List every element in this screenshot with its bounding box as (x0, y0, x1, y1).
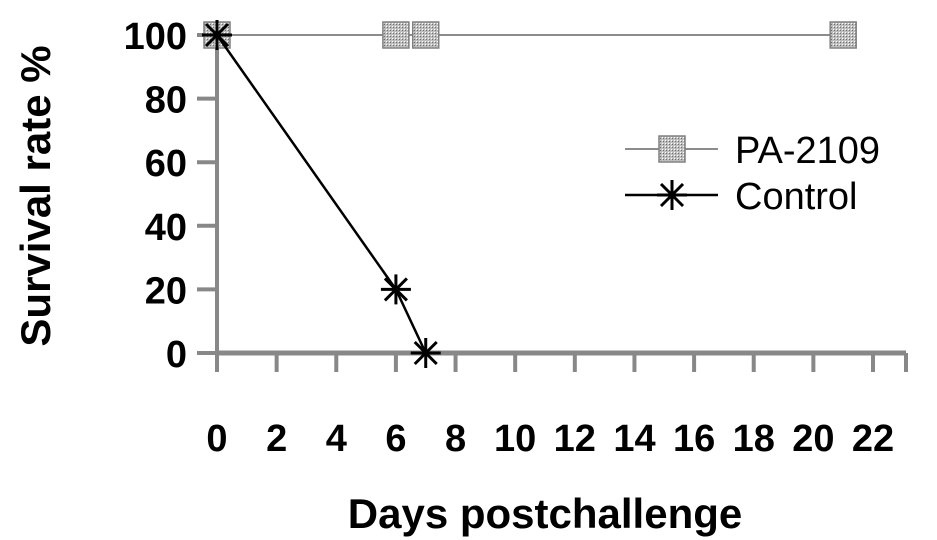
x-ticks (217, 353, 906, 372)
x-tick-label-18: 18 (733, 418, 775, 460)
y-tick-label-40: 40 (145, 207, 187, 249)
point-control-1 (381, 274, 411, 304)
point-pa-2109-1 (383, 22, 409, 48)
legend-item-control: Control (625, 176, 858, 218)
series-pa-2109 (204, 22, 856, 48)
legend-item-pa-2109: PA-2109 (625, 130, 880, 172)
y-tick-labels: 0 20 40 60 80 100 (124, 16, 187, 376)
legend-marker-pa-2109 (659, 136, 685, 162)
legend-marker-control (657, 180, 687, 210)
x-tick-label-0: 0 (206, 418, 227, 460)
legend-label-pa-2109: PA-2109 (735, 130, 880, 172)
point-pa-2109-2 (413, 22, 439, 48)
point-control-2 (411, 338, 441, 368)
point-pa-2109-3 (830, 22, 856, 48)
y-ticks (197, 35, 217, 353)
x-tick-label-14: 14 (613, 418, 655, 460)
x-tick-label-22: 22 (852, 418, 894, 460)
legend-label-control: Control (735, 176, 858, 218)
x-tick-label-20: 20 (792, 418, 834, 460)
legend: PA-2109 Control (625, 130, 880, 218)
point-control-0 (202, 20, 232, 50)
x-tick-label-10: 10 (494, 418, 536, 460)
x-tick-label-2: 2 (266, 418, 287, 460)
x-tick-labels: 02468 10 12 14 16 18 20 22 (206, 418, 894, 460)
x-tick-label-8: 8 (445, 418, 466, 460)
y-tick-label-100: 100 (124, 16, 187, 58)
x-tick-label-4: 4 (326, 418, 347, 460)
x-axis-title: Days postchallenge (348, 490, 742, 537)
x-tick-label-6: 6 (385, 418, 406, 460)
axes: 020406080100 0246810121416182022 (124, 16, 906, 460)
y-tick-label-80: 80 (145, 80, 187, 122)
x-tick-label-16: 16 (673, 418, 715, 460)
y-tick-label-60: 60 (145, 143, 187, 185)
x-tick-label-12: 12 (554, 418, 596, 460)
y-axis-title: Survival rate % (12, 45, 59, 346)
series-line-1 (217, 35, 426, 353)
y-tick-label-0: 0 (166, 334, 187, 376)
series-control (202, 20, 441, 368)
y-tick-label-20: 20 (145, 270, 187, 312)
